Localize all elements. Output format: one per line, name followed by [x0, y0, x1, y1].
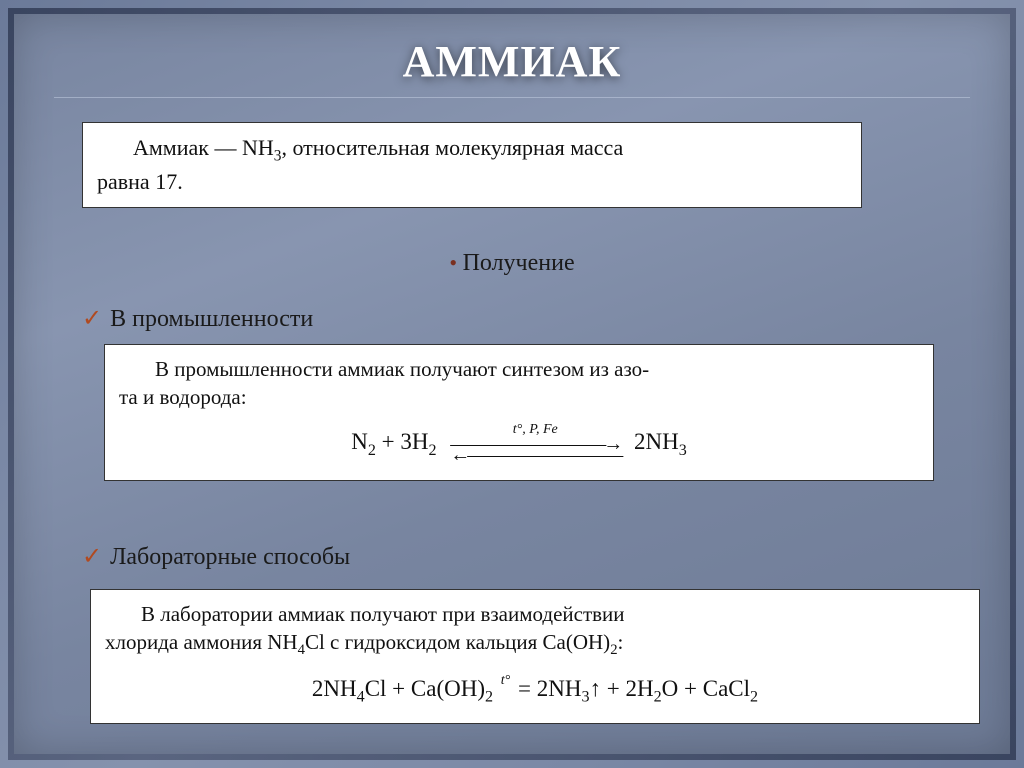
lab-equation: 2NH4Cl + Ca(OH)2 t° = 2NH3↑ + 2H2O + CaC… — [105, 673, 965, 708]
lab-box: В лаборатории аммиак получают при взаимо… — [90, 589, 980, 724]
intro-line2: равна 17. — [97, 169, 183, 194]
labeq-cond: t° — [501, 675, 511, 687]
labeq-2: Cl + Ca(OH) — [365, 676, 485, 701]
section-receive-label: Получение — [463, 250, 575, 276]
labeq-r3: O + CaCl — [662, 676, 750, 701]
intro-prefix: Аммиак — NH — [133, 135, 274, 160]
industry-box: В промышленности аммиак получают синтезо… — [104, 344, 934, 481]
lab-line2a: хлорида аммония NH — [105, 630, 298, 654]
lab-line2b-sub: 2 — [610, 643, 617, 659]
eq-n: N — [351, 429, 368, 454]
labeq-r3s: 2 — [750, 689, 758, 706]
labeq-r1s: 3 — [581, 689, 589, 706]
eq-nh3: 2NH — [634, 429, 679, 454]
check-icon: ✓ — [82, 544, 102, 570]
intro-rest: , относительная молекулярная масса — [281, 135, 623, 160]
labeq-1s: 4 — [357, 689, 365, 706]
eq-n-sub: 2 — [368, 442, 376, 459]
labeq-r2s: 2 — [654, 689, 662, 706]
slide-title: АММИАК — [54, 36, 970, 98]
subhead-industry: ✓ В промышленности — [82, 304, 313, 333]
lab-text: В лаборатории аммиак получают при взаимо… — [105, 600, 965, 661]
industry-text: В промышленности аммиак получают синтезо… — [119, 355, 919, 412]
subhead-lab: ✓ Лабораторные способы — [82, 542, 350, 571]
subhead-lab-label: Лабораторные способы — [110, 544, 350, 570]
labeq-up: ↑ + 2H — [590, 676, 654, 701]
labeq-1: 2NH — [312, 676, 357, 701]
lab-line1: В лаборатории аммиак получают при взаимо… — [141, 602, 625, 626]
intro-definition-box: Аммиак — NH3, относительная молекулярная… — [82, 122, 862, 208]
industry-line1: В промышленности аммиак получают синтезо… — [155, 357, 649, 381]
industry-line2: та и водорода: — [119, 385, 247, 409]
arrow-left-icon: ←――――――――― — [450, 447, 620, 464]
lab-line2a-sub: 4 — [298, 643, 305, 659]
eq-plus: + 3H — [376, 429, 429, 454]
labeq-eq: = 2NH — [512, 676, 581, 701]
intro-text: Аммиак — NH3, относительная молекулярная… — [97, 133, 847, 197]
industry-equation: N2 + 3H2 t°, P, Fe ―――――――――→ ←―――――――――… — [119, 424, 919, 464]
subhead-industry-label: В промышленности — [110, 306, 313, 332]
lab-line2c: : — [618, 630, 624, 654]
labeq-2s: 2 — [485, 689, 493, 706]
eq-h-sub: 2 — [428, 442, 436, 459]
eq-nh3-sub: 3 — [679, 442, 687, 459]
lab-line2b: Cl с гидроксидом кальция Ca(OH) — [305, 630, 610, 654]
eq-condition: t° — [501, 675, 511, 706]
reaction-arrow: t°, P, Fe ―――――――――→ ←――――――――― — [450, 424, 620, 464]
section-receive: Получение — [14, 250, 1010, 277]
check-icon: ✓ — [82, 306, 102, 332]
slide-frame: АММИАК Аммиак — NH3, относительная молек… — [8, 8, 1016, 760]
